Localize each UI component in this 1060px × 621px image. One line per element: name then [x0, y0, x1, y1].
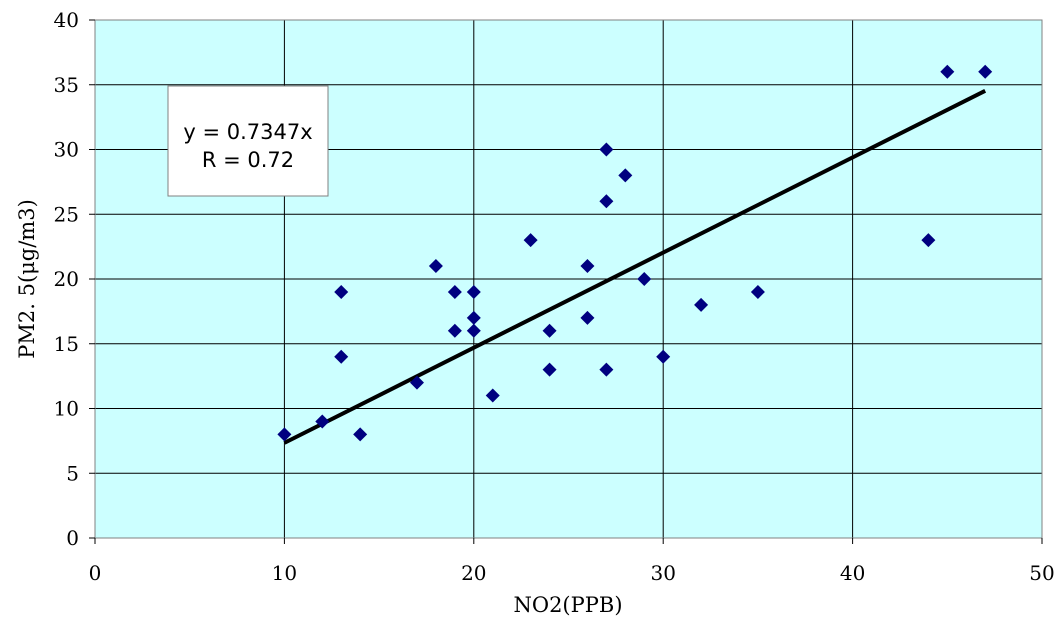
equation-text: y = 0.7347x: [183, 120, 312, 144]
data-point: [409, 375, 424, 390]
equation-box: y = 0.7347x R = 0.72: [167, 85, 329, 197]
data-point: [334, 349, 349, 364]
y-tick-label: 5: [66, 461, 79, 485]
x-tick-label: 10: [272, 561, 297, 585]
y-tick-label: 40: [54, 8, 79, 32]
data-point: [618, 168, 633, 183]
data-point: [466, 310, 481, 325]
trend-line: [283, 89, 987, 445]
y-tick-label: 30: [54, 138, 79, 162]
data-point: [428, 259, 443, 274]
data-point: [921, 233, 936, 248]
data-point: [485, 388, 500, 403]
data-point: [466, 323, 481, 338]
data-point: [978, 64, 993, 79]
data-point: [940, 64, 955, 79]
data-point: [523, 233, 538, 248]
data-point: [656, 349, 671, 364]
data-point: [637, 272, 652, 286]
data-point: [542, 323, 557, 338]
data-point: [599, 142, 614, 157]
y-axis-ticks: 0 5 10 15 20 25 30 35 40: [54, 8, 95, 550]
data-point: [750, 284, 765, 299]
y-tick-label: 15: [54, 332, 79, 356]
y-tick-label: 0: [66, 526, 79, 550]
data-point: [447, 284, 462, 299]
data-point: [277, 427, 292, 442]
x-axis-ticks: 0 10 20 30 40 50: [89, 538, 1055, 585]
x-tick-label: 0: [89, 561, 102, 585]
data-point: [334, 284, 349, 299]
data-point: [315, 414, 330, 429]
x-axis-title: NO2(PPB): [513, 593, 622, 617]
y-axis-title: PM2. 5(μg/m3): [15, 199, 39, 359]
y-tick-label: 35: [54, 73, 79, 97]
data-point: [580, 259, 595, 274]
data-points: [277, 64, 993, 442]
y-tick-label: 10: [54, 397, 79, 421]
data-point: [599, 362, 614, 377]
data-point: [599, 194, 614, 209]
data-point: [466, 284, 481, 299]
data-point: [447, 323, 462, 338]
y-tick-label: 20: [54, 267, 79, 291]
x-tick-label: 40: [840, 561, 865, 585]
data-point: [542, 362, 557, 377]
data-point: [353, 427, 368, 442]
data-point: [580, 310, 595, 325]
x-tick-label: 20: [461, 561, 486, 585]
r-value-text: R = 0.72: [202, 148, 294, 172]
x-tick-label: 30: [650, 561, 675, 585]
y-tick-label: 25: [54, 202, 79, 226]
x-tick-label: 50: [1029, 561, 1054, 585]
data-point: [694, 297, 709, 312]
